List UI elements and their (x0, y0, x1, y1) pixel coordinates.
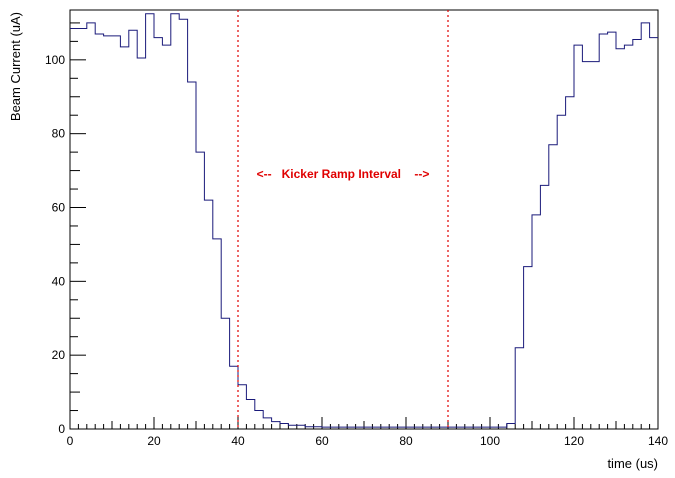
x-tick-label: 120 (564, 434, 584, 448)
y-tick-label: 20 (52, 348, 66, 362)
x-tick-label: 140 (648, 434, 668, 448)
x-tick-label: 100 (480, 434, 500, 448)
x-tick-label: 0 (67, 434, 74, 448)
y-tick-label: 0 (58, 422, 65, 436)
y-tick-label: 80 (52, 127, 66, 141)
x-axis-title: time (us) (607, 456, 658, 471)
x-tick-label: 80 (399, 434, 413, 448)
y-tick-label: 60 (52, 201, 66, 215)
axis-tick-labels: 0 20 40 60 80 100 120 140 0 20 40 60 80 100 (45, 53, 668, 448)
x-tick-label: 40 (231, 434, 245, 448)
kicker-ramp-annotation: <-- Kicker Ramp Interval --> (257, 167, 430, 181)
kicker-interval-lines (237, 10, 449, 429)
y-tick-label: 40 (52, 274, 66, 288)
y-axis-title: Beam Current (uA) (8, 12, 23, 121)
axis-ticks (69, 22, 659, 430)
x-tick-label: 20 (147, 434, 161, 448)
y-tick-label: 100 (45, 53, 65, 67)
beam-current-step-line (70, 13, 658, 428)
x-tick-label: 60 (315, 434, 329, 448)
plot-frame (69, 9, 659, 430)
